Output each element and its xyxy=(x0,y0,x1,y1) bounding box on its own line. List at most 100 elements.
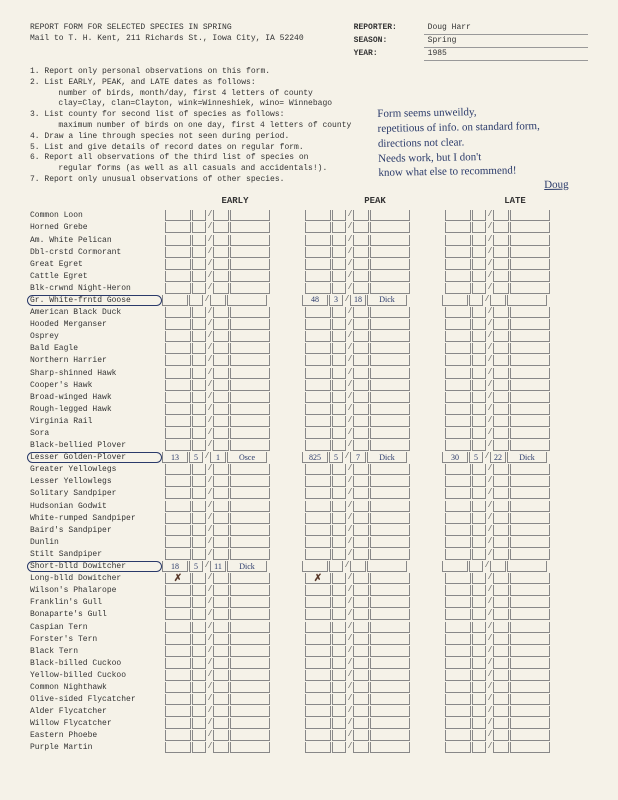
month-cell[interactable] xyxy=(332,706,346,717)
county-cell[interactable] xyxy=(370,380,410,391)
month-cell[interactable] xyxy=(332,718,346,729)
count-cell[interactable] xyxy=(445,307,471,318)
day-cell[interactable] xyxy=(353,355,369,366)
month-cell[interactable] xyxy=(472,622,486,633)
month-cell[interactable] xyxy=(472,247,486,258)
county-cell[interactable] xyxy=(510,476,550,487)
count-cell[interactable] xyxy=(165,283,191,294)
day-cell[interactable] xyxy=(493,283,509,294)
day-cell[interactable] xyxy=(213,271,229,282)
county-cell[interactable] xyxy=(230,718,270,729)
day-cell[interactable] xyxy=(213,609,229,620)
county-cell[interactable] xyxy=(230,622,270,633)
month-cell[interactable] xyxy=(472,609,486,620)
county-cell[interactable] xyxy=(370,634,410,645)
day-cell[interactable] xyxy=(493,694,509,705)
count-cell[interactable] xyxy=(445,319,471,330)
count-cell[interactable] xyxy=(445,706,471,717)
count-cell[interactable] xyxy=(165,222,191,233)
month-cell[interactable] xyxy=(332,259,346,270)
day-cell[interactable]: 1 xyxy=(210,452,226,463)
month-cell[interactable] xyxy=(472,682,486,693)
day-cell[interactable] xyxy=(493,501,509,512)
county-cell[interactable] xyxy=(370,222,410,233)
day-cell[interactable] xyxy=(493,622,509,633)
month-cell[interactable] xyxy=(472,597,486,608)
month-cell[interactable] xyxy=(192,706,206,717)
count-cell[interactable] xyxy=(165,501,191,512)
day-cell[interactable] xyxy=(353,549,369,560)
count-cell[interactable] xyxy=(445,622,471,633)
county-cell[interactable] xyxy=(507,561,547,572)
county-cell[interactable] xyxy=(510,706,550,717)
day-cell[interactable] xyxy=(353,210,369,221)
count-cell[interactable] xyxy=(305,585,331,596)
county-cell[interactable] xyxy=(370,416,410,427)
count-cell[interactable] xyxy=(445,718,471,729)
month-cell[interactable] xyxy=(332,283,346,294)
month-cell[interactable] xyxy=(192,368,206,379)
day-cell[interactable] xyxy=(493,634,509,645)
county-cell[interactable] xyxy=(510,404,550,415)
count-cell[interactable]: 18 xyxy=(162,561,188,572)
day-cell[interactable] xyxy=(493,537,509,548)
month-cell[interactable] xyxy=(332,597,346,608)
count-cell[interactable] xyxy=(165,416,191,427)
month-cell[interactable] xyxy=(332,210,346,221)
count-cell[interactable] xyxy=(445,573,471,584)
month-cell[interactable] xyxy=(192,585,206,596)
day-cell[interactable] xyxy=(493,380,509,391)
day-cell[interactable] xyxy=(353,368,369,379)
county-cell[interactable] xyxy=(230,392,270,403)
day-cell[interactable] xyxy=(353,670,369,681)
month-cell[interactable] xyxy=(332,307,346,318)
day-cell[interactable] xyxy=(353,476,369,487)
month-cell[interactable] xyxy=(472,259,486,270)
count-cell[interactable] xyxy=(305,742,331,753)
month-cell[interactable] xyxy=(192,235,206,246)
count-cell[interactable] xyxy=(305,525,331,536)
count-cell[interactable] xyxy=(165,428,191,439)
county-cell[interactable] xyxy=(230,319,270,330)
county-cell[interactable] xyxy=(370,247,410,258)
month-cell[interactable] xyxy=(472,501,486,512)
month-cell[interactable] xyxy=(332,694,346,705)
count-cell[interactable] xyxy=(165,525,191,536)
count-cell[interactable] xyxy=(165,658,191,669)
day-cell[interactable] xyxy=(493,210,509,221)
count-cell[interactable] xyxy=(305,222,331,233)
month-cell[interactable] xyxy=(332,476,346,487)
county-cell[interactable]: Dick xyxy=(507,452,547,463)
month-cell[interactable] xyxy=(332,513,346,524)
count-cell[interactable]: 30 xyxy=(442,452,468,463)
count-cell[interactable] xyxy=(165,646,191,657)
count-cell[interactable] xyxy=(445,525,471,536)
day-cell[interactable] xyxy=(213,247,229,258)
month-cell[interactable] xyxy=(329,561,343,572)
county-cell[interactable] xyxy=(230,416,270,427)
month-cell[interactable] xyxy=(192,428,206,439)
county-cell[interactable] xyxy=(510,343,550,354)
count-cell[interactable] xyxy=(165,488,191,499)
count-cell[interactable] xyxy=(445,658,471,669)
day-cell[interactable] xyxy=(353,488,369,499)
day-cell[interactable] xyxy=(353,706,369,717)
month-cell[interactable] xyxy=(472,658,486,669)
county-cell[interactable] xyxy=(510,380,550,391)
count-cell[interactable] xyxy=(305,247,331,258)
county-cell[interactable] xyxy=(370,271,410,282)
count-cell[interactable] xyxy=(445,416,471,427)
day-cell[interactable] xyxy=(353,392,369,403)
count-cell[interactable] xyxy=(305,730,331,741)
day-cell[interactable] xyxy=(213,259,229,270)
county-cell[interactable] xyxy=(230,573,270,584)
month-cell[interactable] xyxy=(192,597,206,608)
count-cell[interactable] xyxy=(165,440,191,451)
month-cell[interactable] xyxy=(332,742,346,753)
day-cell[interactable] xyxy=(213,319,229,330)
day-cell[interactable] xyxy=(213,283,229,294)
month-cell[interactable] xyxy=(472,392,486,403)
count-cell[interactable] xyxy=(305,513,331,524)
count-cell[interactable] xyxy=(165,622,191,633)
month-cell[interactable] xyxy=(472,355,486,366)
